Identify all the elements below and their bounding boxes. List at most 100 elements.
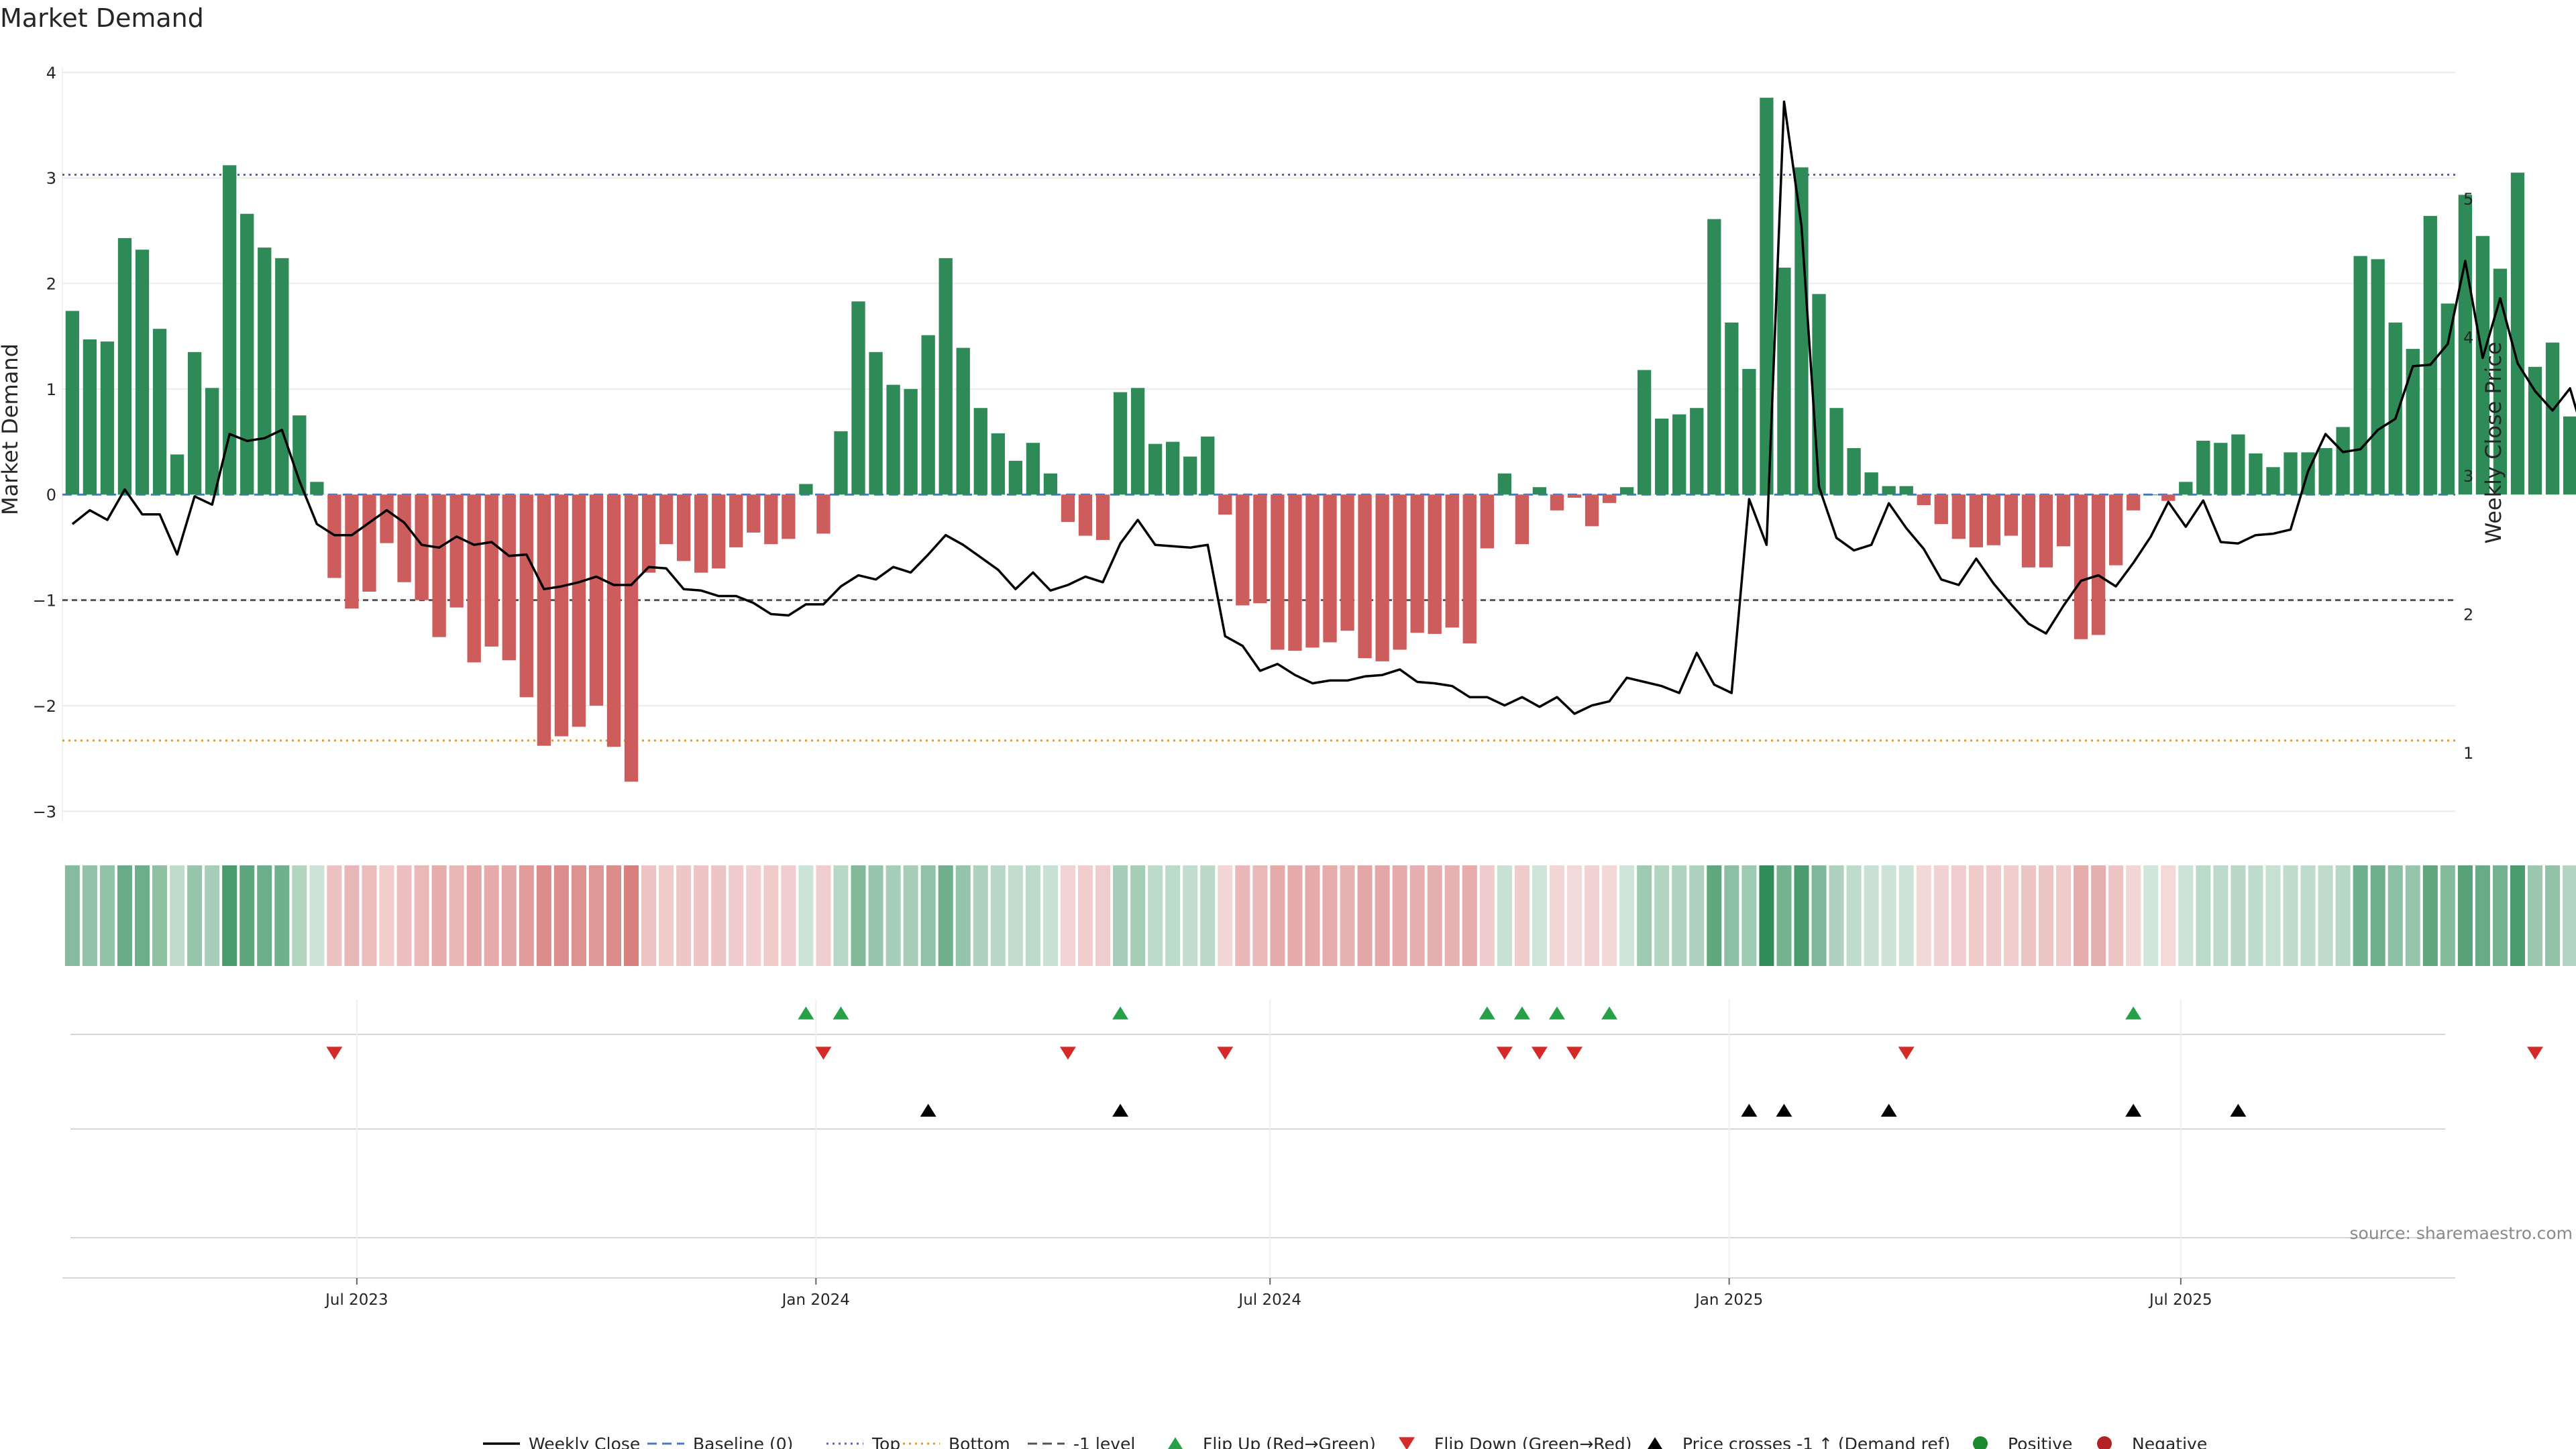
strip-cell bbox=[1916, 865, 1931, 966]
strip-cell bbox=[2248, 865, 2263, 966]
demand-bar bbox=[2021, 494, 2036, 568]
strip-cell bbox=[553, 865, 569, 966]
legend-swatch bbox=[1399, 1437, 1415, 1449]
flip-down-marker bbox=[1531, 1046, 1548, 1060]
demand-bar bbox=[537, 494, 551, 746]
cross-marker bbox=[2230, 1104, 2247, 1117]
strip-cell bbox=[2038, 865, 2054, 966]
strip-cell bbox=[659, 865, 674, 966]
demand-bar bbox=[1690, 408, 1704, 495]
strip-cell bbox=[1549, 865, 1564, 966]
legend-label: Weekly Close bbox=[529, 1434, 640, 1449]
demand-bar bbox=[1882, 486, 1896, 495]
demand-bar bbox=[2039, 494, 2053, 568]
strip-cell bbox=[694, 865, 709, 966]
demand-bar bbox=[65, 311, 80, 495]
strip-cell bbox=[292, 865, 307, 966]
strip-cell bbox=[851, 865, 866, 966]
legend-item: Price crosses -1 ↑ (Demand ref) bbox=[1648, 1434, 1950, 1449]
legend-item: -1 level bbox=[1028, 1434, 1135, 1449]
strip-cell bbox=[257, 865, 272, 966]
strip-cell bbox=[239, 865, 255, 966]
cross-marker bbox=[1880, 1104, 1897, 1117]
demand-bar bbox=[2231, 434, 2245, 495]
demand-bar bbox=[1305, 494, 1320, 648]
cross-marker bbox=[920, 1104, 936, 1117]
strip-cell bbox=[1235, 865, 1250, 966]
demand-bar bbox=[2475, 235, 2490, 495]
strip-cell bbox=[1759, 865, 1774, 966]
price-series bbox=[71, 100, 2576, 715]
strip-cell bbox=[222, 865, 237, 966]
strip-cell bbox=[2196, 865, 2211, 966]
demand-bar bbox=[1672, 414, 1686, 495]
strip-cell bbox=[1497, 865, 1512, 966]
demand-bar bbox=[2493, 268, 2508, 495]
strip-cell bbox=[1095, 865, 1111, 966]
x-tick-label: Jul 2025 bbox=[2148, 1291, 2212, 1309]
strip-cell bbox=[1183, 865, 1198, 966]
demand-bar bbox=[991, 433, 1005, 495]
demand-bar bbox=[921, 335, 935, 495]
strip-cell bbox=[2440, 865, 2455, 966]
demand-bar bbox=[554, 494, 569, 737]
legend-label: Baseline (0) bbox=[693, 1434, 793, 1449]
demand-bar bbox=[1899, 486, 1913, 495]
source-credit: source: sharemaestro.com bbox=[2350, 1224, 2573, 1243]
demand-bar bbox=[415, 494, 429, 600]
legend-item: Top bbox=[826, 1434, 900, 1449]
strip-cell bbox=[1427, 865, 1442, 966]
strip-cell bbox=[1532, 865, 1547, 966]
demand-bar bbox=[1253, 494, 1267, 604]
strip-cell bbox=[536, 865, 551, 966]
strip-cell bbox=[1113, 865, 1128, 966]
strip-cell bbox=[135, 865, 150, 966]
demand-bar bbox=[1026, 443, 1040, 495]
demand-bar bbox=[1183, 456, 1197, 495]
demand-bar bbox=[432, 494, 446, 637]
demand-bar bbox=[223, 165, 237, 495]
strip-cell bbox=[1811, 865, 1827, 966]
y2-axis-ticks: 1 2 3 4 5 bbox=[2463, 190, 2473, 763]
demand-bar bbox=[1236, 494, 1250, 606]
legend-swatch bbox=[1973, 1436, 1988, 1449]
legend-label: Flip Down (Green→Red) bbox=[1434, 1434, 1632, 1449]
y-tick-label: 4 bbox=[46, 64, 56, 83]
strip-cell bbox=[187, 865, 203, 966]
strip-cell bbox=[1357, 865, 1373, 966]
flip-up-marker bbox=[1601, 1006, 1618, 1020]
strip-cell bbox=[2265, 865, 2281, 966]
strip-cell bbox=[990, 865, 1006, 966]
demand-bar bbox=[606, 494, 621, 747]
demand-bar bbox=[1375, 494, 1389, 661]
strip-cell bbox=[588, 865, 604, 966]
strip-cell bbox=[816, 865, 831, 966]
strip-cell bbox=[938, 865, 953, 966]
flip-down-marker bbox=[1566, 1046, 1583, 1060]
cross-marker bbox=[2125, 1104, 2142, 1117]
demand-bar bbox=[1497, 473, 1512, 495]
demand-bar bbox=[2161, 494, 2176, 501]
demand-bar bbox=[380, 494, 394, 543]
flip-down-marker bbox=[1496, 1046, 1513, 1060]
strip-cell bbox=[1479, 865, 1495, 966]
flip-up-marker bbox=[833, 1006, 849, 1020]
flip-down-marker bbox=[326, 1046, 343, 1060]
strip-cell bbox=[1218, 865, 1233, 966]
strip-cell bbox=[2492, 865, 2508, 966]
legend: Weekly Close Baseline (0) Top Bottom -1 leve… bbox=[483, 1434, 2207, 1449]
demand-bar bbox=[869, 352, 883, 495]
demand-bar bbox=[310, 482, 324, 495]
weekly-close-line bbox=[71, 100, 2576, 715]
y2-tick-label: 2 bbox=[2463, 605, 2473, 624]
strip-cell bbox=[1898, 865, 1914, 966]
strip-cell bbox=[624, 865, 639, 966]
strip-cell bbox=[449, 865, 464, 966]
strip-cell bbox=[501, 865, 517, 966]
demand-bar bbox=[152, 329, 167, 495]
strip-cell bbox=[484, 865, 499, 966]
strip-cell bbox=[2178, 865, 2194, 966]
strip-cell bbox=[2422, 865, 2438, 966]
strip-cell bbox=[2475, 865, 2490, 966]
demand-bar bbox=[1288, 494, 1302, 651]
